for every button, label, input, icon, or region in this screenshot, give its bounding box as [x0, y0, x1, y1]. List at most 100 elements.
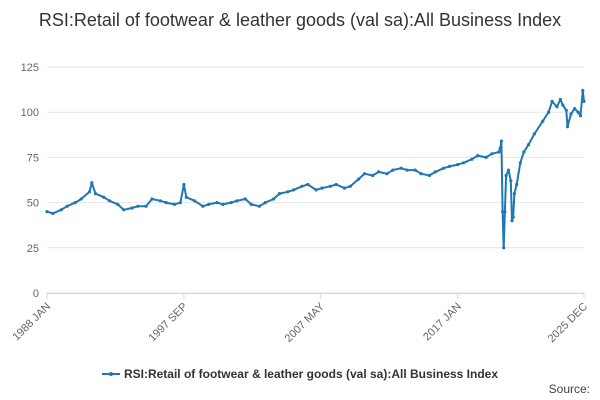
- x-axis: 1988 JAN 1997 SEP 2007 MAY 2017 JAN 2025 DEC: [10, 293, 590, 345]
- data-point: [419, 172, 423, 176]
- data-point: [65, 204, 69, 208]
- data-point: [102, 195, 106, 199]
- data-point: [433, 170, 437, 174]
- data-point: [476, 154, 480, 158]
- data-point: [306, 182, 310, 187]
- data-point: [470, 157, 474, 161]
- data-point: [573, 107, 577, 111]
- data-point: [541, 119, 545, 123]
- data-point: [207, 202, 211, 206]
- data-point: [511, 215, 515, 219]
- series-line: [46, 89, 585, 249]
- data-point: [506, 168, 511, 172]
- x-tick-label: 2007 MAY: [283, 300, 328, 345]
- data-point: [51, 211, 55, 215]
- data-point: [249, 202, 253, 206]
- data-point: [178, 201, 182, 205]
- data-point: [320, 186, 324, 190]
- data-point: [484, 155, 488, 159]
- data-point: [582, 99, 586, 103]
- data-point: [257, 204, 261, 208]
- data-point: [510, 219, 514, 223]
- data-point: [342, 186, 346, 190]
- data-point: [501, 210, 505, 214]
- data-point: [405, 168, 409, 172]
- data-point: [565, 125, 570, 129]
- data-point: [569, 112, 573, 116]
- source-credit[interactable]: Source:: [548, 382, 590, 396]
- data-point: [300, 184, 304, 188]
- data-point: [90, 181, 94, 185]
- chart-title: RSI:Retail of footwear & leather goods (…: [38, 10, 562, 30]
- data-point: [263, 201, 267, 205]
- data-point: [73, 201, 77, 205]
- data-point: [87, 190, 92, 194]
- data-point: [164, 201, 168, 205]
- x-tick-label: 1988 JAN: [10, 301, 53, 344]
- data-point: [499, 139, 503, 143]
- y-tick-label: 0: [33, 288, 39, 300]
- data-point: [108, 199, 112, 203]
- data-point: [182, 182, 186, 187]
- data-point: [413, 168, 417, 172]
- data-point: [192, 199, 197, 203]
- legend-swatch: [101, 368, 120, 380]
- data-point: [314, 188, 318, 192]
- data-point: [334, 182, 338, 187]
- data-point: [576, 110, 580, 114]
- data-point: [158, 199, 162, 203]
- data-point: [221, 202, 225, 206]
- data-point: [122, 208, 126, 212]
- data-point: [504, 173, 508, 178]
- y-tick-label: 100: [21, 107, 39, 119]
- data-point: [391, 168, 395, 172]
- y-tick-label: 75: [27, 152, 39, 164]
- data-point: [150, 197, 154, 201]
- data-point: [45, 210, 49, 214]
- data-point: [561, 103, 565, 107]
- data-point: [377, 170, 381, 174]
- data-point: [184, 195, 188, 199]
- x-tick-label: 2025 DEC: [546, 301, 590, 345]
- data-point: [578, 114, 583, 118]
- data-point: [532, 132, 537, 136]
- data-point: [509, 179, 513, 183]
- data-point: [286, 190, 290, 194]
- data-point: [497, 150, 501, 154]
- data-point: [172, 202, 177, 206]
- y-axis: 0 25 50 75 100 125: [21, 62, 39, 300]
- data-point: [442, 166, 446, 170]
- plot-area: [45, 88, 586, 250]
- data-point: [526, 143, 531, 147]
- x-tick-label: 1997 SEP: [147, 301, 191, 345]
- data-point: [581, 88, 585, 93]
- data-point: [550, 99, 554, 103]
- data-point: [522, 150, 526, 154]
- data-point: [456, 163, 460, 167]
- data-point: [555, 105, 559, 109]
- data-point: [362, 172, 367, 176]
- data-point: [229, 201, 233, 205]
- data-point: [502, 246, 506, 250]
- data-point: [272, 197, 276, 201]
- y-tick-label: 125: [21, 62, 39, 74]
- data-point: [215, 201, 219, 205]
- y-gridlines: [47, 66, 584, 294]
- data-point: [235, 199, 239, 203]
- data-point: [328, 184, 332, 188]
- data-point: [399, 166, 403, 170]
- data-point: [243, 197, 247, 201]
- data-point: [512, 192, 517, 196]
- data-point: [136, 204, 140, 208]
- data-point: [503, 210, 507, 214]
- data-point: [558, 97, 563, 102]
- data-point: [518, 161, 522, 165]
- data-point: [547, 110, 551, 114]
- legend[interactable]: RSI:Retail of footwear & leather goods (…: [0, 364, 600, 384]
- data-point: [498, 146, 502, 150]
- data-point: [277, 192, 282, 196]
- data-point: [357, 177, 361, 181]
- data-point: [116, 202, 120, 206]
- data-point: [292, 188, 296, 192]
